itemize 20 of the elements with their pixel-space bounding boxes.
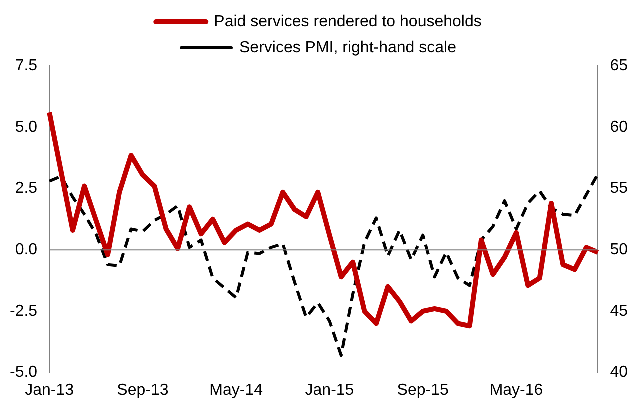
y-tick-label: 0.0 [15,241,38,258]
x-tick-label: Jan-15 [305,382,354,399]
y-tick-label: 5.0 [15,118,38,136]
y2-tick-label: 45 [610,302,628,320]
y2-tick-label: 40 [610,364,628,382]
x-tick-label: Sep-13 [117,382,169,399]
y2-tick-label: 60 [610,118,628,136]
x-tick-label: Sep-15 [397,382,450,399]
y-tick-label: -5.0 [10,364,38,382]
y-tick-label: -2.5 [10,302,38,320]
legend-label: Services PMI, right-hand scale [240,39,457,56]
y2-tick-label: 55 [610,180,628,198]
legend-label: Paid services rendered to households [214,13,482,30]
y2-tick-label: 65 [610,57,628,74]
x-tick-label: May-14 [210,382,264,399]
y-tick-label: 7.5 [15,57,38,74]
x-tick-label: May-16 [490,382,544,399]
y-tick-label: 2.5 [15,180,38,198]
x-tick-label: Jan-13 [25,382,74,399]
y2-tick-label: 50 [610,241,628,258]
